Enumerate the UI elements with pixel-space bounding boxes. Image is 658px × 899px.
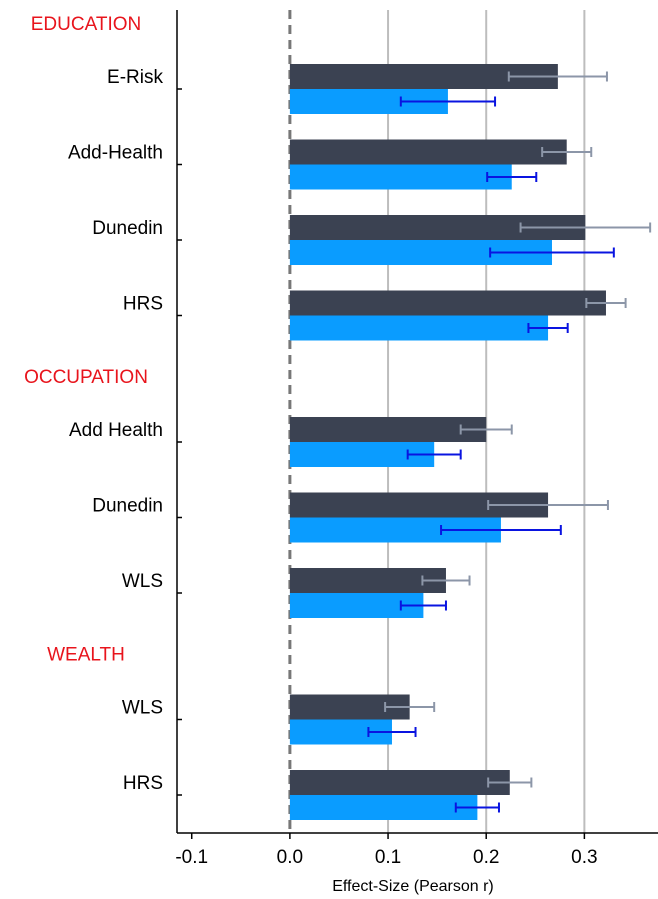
- category-label: WLS: [122, 698, 163, 719]
- category-label: Dunedin: [92, 218, 163, 239]
- bar: [289, 568, 446, 593]
- error-bar: [585, 298, 627, 308]
- bar: [289, 315, 549, 341]
- category-label: HRS: [123, 294, 163, 315]
- bar: [289, 770, 510, 795]
- error-bar: [487, 500, 609, 510]
- x-axis-label: Effect-Size (Pearson r): [332, 878, 494, 895]
- bar: [289, 795, 478, 820]
- error-bar: [406, 449, 462, 460]
- group-label: OCCUPATION: [24, 367, 148, 388]
- x-tick-label: -0.1: [175, 847, 208, 868]
- error-bar: [459, 424, 513, 435]
- group-label: WEALTH: [47, 645, 125, 666]
- x-tick-label: 0.2: [473, 847, 499, 868]
- x-tick-label: 0.1: [375, 847, 401, 868]
- category-label: HRS: [123, 773, 163, 794]
- error-bar: [507, 71, 608, 82]
- category-label: E-Risk: [107, 67, 163, 88]
- error-bar: [367, 727, 417, 737]
- error-bar: [519, 222, 652, 233]
- error-bar: [421, 575, 471, 586]
- error-bar: [487, 777, 533, 788]
- group-label: EDUCATION: [31, 14, 141, 35]
- error-bar: [527, 323, 569, 333]
- error-bar: [399, 96, 497, 107]
- category-label: Add Health: [69, 420, 163, 441]
- error-bar: [454, 802, 500, 813]
- bar: [289, 164, 512, 190]
- category-label: Dunedin: [92, 496, 163, 517]
- error-bar: [489, 247, 615, 258]
- category-label: Add-Health: [68, 143, 163, 164]
- category-label: WLS: [122, 571, 163, 592]
- error-bar: [541, 147, 593, 157]
- error-bar: [399, 600, 447, 611]
- x-tick-label: 0.3: [571, 847, 597, 868]
- error-bar: [440, 525, 562, 535]
- x-tick-label: 0.0: [277, 847, 303, 868]
- bar: [289, 139, 567, 165]
- bar: [289, 417, 487, 442]
- error-bar: [384, 702, 436, 712]
- error-bar: [486, 172, 538, 182]
- bar: [289, 290, 606, 316]
